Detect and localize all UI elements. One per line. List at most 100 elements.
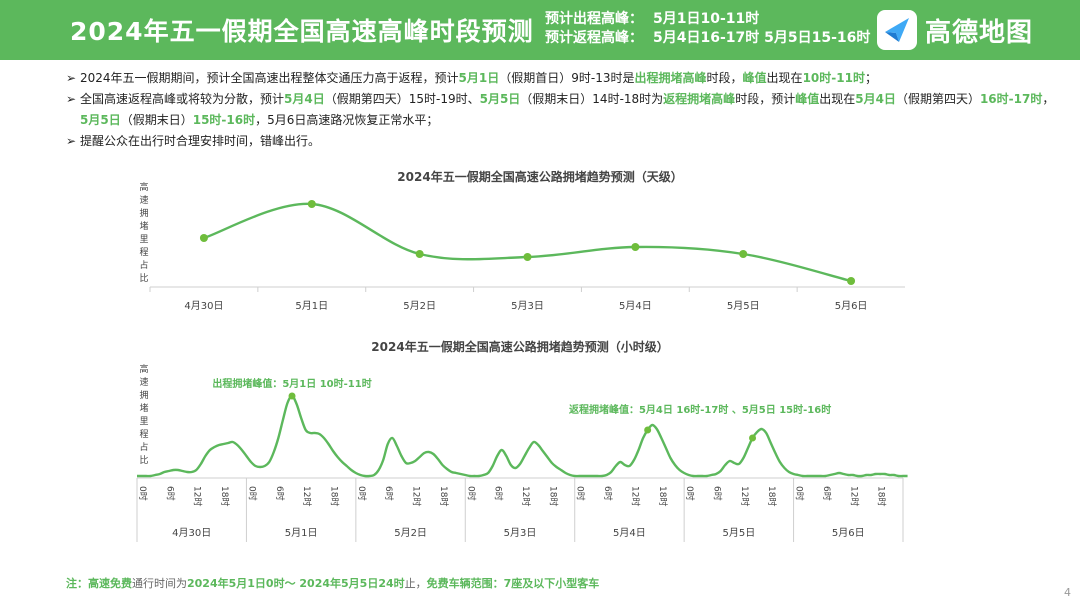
day-label: 5月4日: [613, 527, 646, 539]
footnote: 注：高速免费通行时间为2024年5月1日0时～ 2024年5月5日24时止，免费…: [66, 575, 599, 591]
hour-tick-label: 18时: [766, 486, 778, 506]
day-label: 4月30日: [172, 527, 211, 539]
hour-tick-label: 18时: [547, 486, 559, 506]
hour-tick-label: 12时: [739, 486, 751, 506]
highlight-text: 5月4日: [284, 92, 325, 106]
bullet-text: 全国高速返程高峰或将较为分散，预计5月4日（假期第四天）15时-19时、5月5日…: [80, 92, 1054, 127]
body-text: ，5月6日高速路况恢复正常水平；: [255, 113, 439, 127]
hour-tick-label: 0时: [465, 486, 477, 501]
highlight-text: 免费车辆范围：7座及以下小型客车: [426, 577, 600, 590]
peak-annotation: 返程拥堵峰值：5月4日 16时-17时 、5月5日 15时-16时: [569, 403, 831, 416]
daily-chart-ylabel: 高速拥堵里程占比: [139, 183, 149, 284]
body-text: （假期末日）: [120, 113, 193, 127]
hour-tick-label: 6时: [274, 486, 286, 501]
highlight-text: 返程拥堵高峰: [663, 92, 736, 106]
highlight-text: 5月1日: [458, 71, 500, 85]
hour-tick-label: 0时: [575, 486, 587, 501]
peak-row-return: 预计返程高峰： 5月4日16-17时 5月5日15-16时: [545, 29, 870, 48]
hour-tick-label: 12时: [848, 486, 860, 506]
body-text: ，: [1042, 92, 1055, 106]
data-point: [739, 250, 748, 258]
peak-label: 预计返程高峰：: [545, 30, 643, 46]
data-point: [847, 277, 856, 285]
peak-summary: 预计出程高峰： 5月1日10-11时 预计返程高峰： 5月4日16-17时 5月5日…: [545, 10, 870, 48]
hour-tick-label: 6时: [493, 486, 505, 501]
bullet-item: ➢ 全国高速返程高峰或将较为分散，预计5月4日（假期第四天）15时-19时、5月5…: [66, 89, 1056, 131]
body-text: 全国高速返程高峰或将较为分散，预计: [80, 92, 285, 106]
data-point: [415, 250, 424, 258]
hour-tick-label: 6时: [712, 486, 724, 501]
hour-tick-label: 12时: [192, 486, 204, 506]
hour-tick-label: 18时: [219, 486, 231, 506]
hour-tick-label: 0时: [246, 486, 258, 501]
bullet-arrow-icon: ➢: [66, 71, 77, 85]
hour-tick-label: 12时: [411, 486, 423, 506]
daily-chart-title: 2024年五一假期全国高速公路拥堵趋势预测（天级）: [397, 170, 683, 184]
body-text: 时段，: [706, 71, 743, 85]
x-tick-label: 5月3日: [511, 300, 544, 312]
highlight-text: 峰值: [795, 92, 820, 106]
logo: 高德地图: [877, 10, 1033, 50]
body-text: 时段，预计: [735, 92, 796, 106]
x-tick-label: 5月2日: [403, 300, 436, 312]
hour-tick-label: 12时: [520, 486, 532, 506]
data-point: [523, 253, 532, 261]
x-tick-label: 4月30日: [184, 300, 223, 312]
x-tick-label: 5月1日: [295, 300, 328, 312]
peak-label: 预计出程高峰：: [545, 11, 643, 27]
hour-tick-label: 0时: [794, 486, 806, 501]
series-line: [136, 394, 908, 478]
peak-point: [288, 392, 296, 400]
hour-tick-label: 0时: [684, 486, 696, 501]
summary-bullets: ➢ 2024年五一假期期间，预计全国高速出程整体交通压力高于返程，预计5月1日（假…: [66, 68, 1056, 152]
highlight-text: 5月4日: [855, 92, 896, 106]
day-label: 5月6日: [832, 527, 865, 539]
hour-tick-label: 18时: [657, 486, 669, 506]
hour-tick-label: 12时: [301, 486, 313, 506]
body-text: 止，: [404, 577, 427, 590]
logo-text: 高德地图: [925, 17, 1034, 48]
hour-tick-label: 18时: [438, 486, 450, 506]
day-label: 5月1日: [285, 527, 318, 539]
highlight-text: 出程拥堵高峰: [634, 71, 707, 85]
bullet-item: ➢ 提醒公众在出行时合理安排时间，错峰出行。: [66, 131, 1056, 152]
body-text: 出现在: [819, 92, 856, 106]
highlight-text: 10时-11时: [802, 71, 865, 85]
body-text: 提醒公众在出行时合理安排时间，错峰出行。: [80, 134, 321, 148]
bullet-arrow-icon: ➢: [66, 134, 77, 148]
hour-tick-label: 6时: [164, 486, 176, 501]
body-text: （假期首日）9时-13时是: [499, 71, 635, 85]
data-point: [307, 200, 316, 208]
hour-tick-label: 0时: [356, 486, 368, 501]
highlight-text: 2024年5月1日0时～ 2024年5月5日24时: [187, 577, 405, 590]
peak-value: 5月4日16-17时 5月5日15-16时: [653, 30, 871, 46]
day-label: 5月2日: [394, 527, 427, 539]
hour-tick-label: 18时: [876, 486, 888, 506]
body-text: 出现在: [766, 71, 803, 85]
peak-annotation: 出程拥堵峰值：5月1日 10时-11时: [212, 377, 371, 390]
data-point: [631, 243, 640, 251]
body-text: 2024年五一假期期间，预计全国高速出程整体交通压力高于返程，预计: [80, 71, 459, 85]
highlight-text: 5月5日: [479, 92, 521, 106]
hour-tick-label: 6时: [383, 486, 395, 501]
bullet-arrow-icon: ➢: [66, 92, 77, 106]
highlight-text: 5月5日: [80, 113, 121, 127]
day-label: 5月3日: [504, 527, 537, 539]
x-tick-label: 5月4日: [619, 300, 652, 312]
highlight-text: 峰值: [742, 71, 767, 85]
x-tick-label: 5月5日: [727, 300, 760, 312]
navigation-arrow-icon: [877, 10, 917, 50]
hourly-chart-ylabel: 高速拥堵里程占比: [139, 365, 149, 466]
body-text: （假期末日）14时-18时为: [520, 92, 664, 106]
body-text: （假期第四天）: [895, 92, 980, 106]
bullet-text: 提醒公众在出行时合理安排时间，错峰出行。: [80, 134, 320, 148]
highlight-text: 16时-17时: [979, 92, 1043, 106]
peak-row-outbound: 预计出程高峰： 5月1日10-11时: [545, 10, 870, 29]
day-label: 5月5日: [722, 527, 755, 539]
hour-tick-label: 6时: [821, 486, 833, 501]
page-title: 2024年五一假期全国高速高峰时段预测: [70, 17, 534, 46]
peak-point: [749, 434, 757, 442]
body-text: 通行时间为: [132, 577, 187, 590]
